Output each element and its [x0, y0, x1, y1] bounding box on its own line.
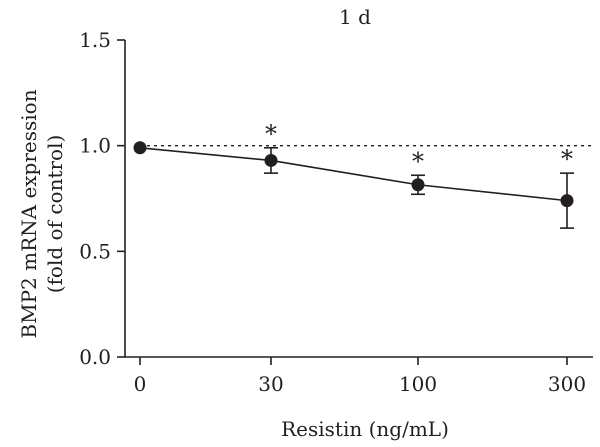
- y-tick-label: 1.5: [79, 28, 111, 52]
- data-point: [133, 141, 147, 155]
- x-tick-label: 300: [548, 372, 586, 396]
- x-tick-label: 30: [258, 372, 283, 396]
- significance-marker: *: [412, 147, 424, 175]
- series: * * *: [133, 120, 574, 229]
- series-line: [139, 146, 568, 202]
- data-point: [560, 194, 574, 208]
- y-ticks: 0.0 0.5 1.0 1.5: [79, 28, 125, 369]
- significance-marker: *: [561, 145, 573, 173]
- x-tick-label: 100: [399, 372, 437, 396]
- y-axis-label-line2: (fold of control): [43, 135, 67, 294]
- data-point: [411, 178, 425, 192]
- y-tick-label: 0.0: [79, 345, 111, 369]
- y-axis-label-line1: BMP2 mRNA expression: [17, 89, 41, 338]
- y-axis-label: BMP2 mRNA expression (fold of control): [17, 89, 67, 338]
- x-axis-label: Resistin (ng/mL): [281, 417, 449, 441]
- y-tick-label: 0.5: [79, 239, 111, 263]
- chart-title: 1 d: [339, 5, 371, 29]
- x-ticks: 0 30 100 300: [134, 357, 586, 396]
- x-tick-label: 0: [134, 372, 147, 396]
- y-tick-label: 1.0: [79, 134, 111, 158]
- data-point: [264, 153, 278, 167]
- significance-marker: *: [265, 120, 277, 148]
